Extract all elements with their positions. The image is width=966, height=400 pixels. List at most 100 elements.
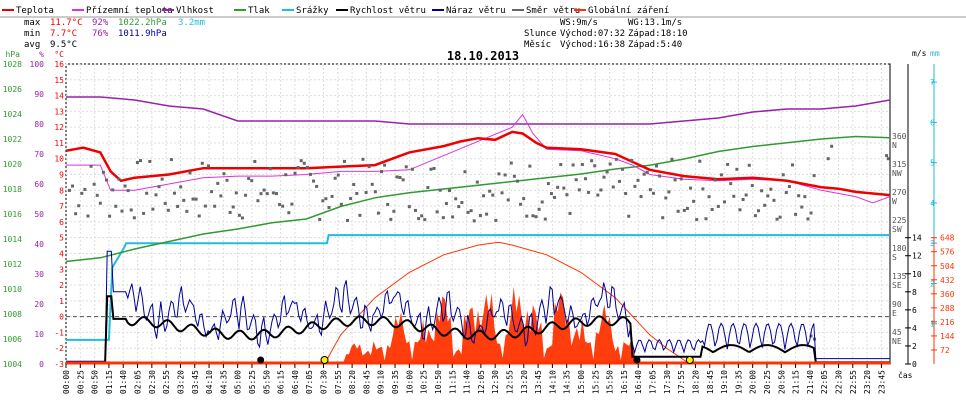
wind-dir-point: [577, 188, 581, 192]
x-tick-label: 12:55: [505, 370, 514, 394]
hpa-tick: 1028: [3, 60, 22, 69]
rad-tick: 216: [940, 318, 955, 327]
temp-tick: 16: [54, 60, 64, 69]
legend-label: Globální záření: [588, 6, 669, 16]
wind-dir-point: [658, 174, 662, 178]
pct-tick: 90: [34, 90, 44, 99]
stat-min-hum: 76%: [92, 29, 109, 39]
wind-dir-point: [101, 170, 105, 174]
x-tick-label: 01:40: [119, 370, 128, 394]
wind-dir-point: [420, 214, 424, 218]
x-tick-label: 23:45: [877, 370, 886, 394]
series-radiation-area: [340, 286, 636, 364]
x-tick-label: 09:35: [391, 370, 400, 394]
wind-dir-point: [179, 185, 183, 189]
x-axis: 00:00 00:25 00:50 01:15 01:40 02:05 02:30 02:55…: [62, 364, 913, 394]
wind-dir-point: [800, 205, 804, 209]
temp-tick: -2: [54, 344, 64, 353]
x-tick-label: 12:30: [491, 370, 500, 394]
pct-tick: 20: [34, 300, 44, 309]
mm-tick: 7: [930, 78, 935, 87]
wind-dir-point: [506, 198, 510, 202]
wind-dir-point: [645, 170, 649, 174]
temp-tick: 14: [54, 92, 64, 101]
x-tick-label: 03:20: [176, 370, 185, 394]
moon-rise: Východ:16:38: [560, 40, 625, 50]
wind-dir-point: [735, 167, 739, 171]
pct-tick: 0: [39, 360, 44, 369]
mm-tick: 1: [930, 320, 935, 329]
dir-tick: 90: [892, 300, 902, 309]
x-tick-label: 11:40: [463, 370, 472, 394]
x-tick-label: 20:50: [777, 370, 786, 394]
wind-dir-point: [885, 154, 889, 158]
series-wind-gust: [66, 250, 890, 362]
wind-dir-point: [95, 193, 99, 197]
wind-dir-point: [784, 191, 788, 195]
hpa-tick: 1022: [3, 135, 22, 144]
wind-dir-point: [729, 182, 733, 186]
pct-tick: 50: [34, 210, 44, 219]
stat-min-label: min: [24, 29, 40, 39]
pct-tick: 100: [30, 60, 45, 69]
wind-dir-point: [491, 193, 495, 197]
wind-dir-point: [389, 217, 393, 221]
temp-tick: 11: [54, 139, 64, 148]
wind-dir-point: [726, 162, 730, 166]
dir-tick-name: NE: [892, 337, 902, 346]
x-tick-label: 11:15: [448, 370, 457, 394]
legend: Teplota Přízemní teplota Vlhkost Tlak Srážky…: [0, 6, 966, 18]
wind-dir-point: [281, 204, 285, 208]
wind-dir-point: [228, 210, 232, 214]
wind-dir-point: [234, 191, 238, 195]
wind-dir-point: [716, 204, 720, 208]
wind-dir-point: [287, 211, 291, 215]
wind-dir-point: [71, 184, 75, 188]
wind-dir-point: [169, 158, 173, 162]
wind-dir-point: [593, 164, 597, 168]
wind-dir-point: [787, 184, 791, 188]
wind-dir-point: [435, 210, 439, 214]
wind-dir-point: [105, 178, 109, 182]
wind-dir-point: [191, 197, 195, 201]
wind-dir-point: [395, 175, 399, 179]
wind-dir-point: [444, 202, 448, 206]
x-tick-label: 13:20: [520, 370, 529, 394]
wind-dir-point: [333, 176, 337, 180]
wind-dir-point: [250, 179, 254, 183]
wind-dir-point: [231, 205, 235, 209]
rad-tick: 504: [940, 262, 955, 271]
x-tick-label: 22:30: [835, 370, 844, 394]
wind-dir-point: [519, 202, 523, 206]
wind-dir-point: [200, 161, 204, 165]
wind-dir-point: [89, 164, 93, 168]
wind-dir-point: [830, 144, 834, 148]
wind-dir-point: [500, 191, 504, 195]
wind-dir-point: [763, 203, 767, 207]
wind-dir-point: [698, 159, 702, 163]
wind-dir-point: [166, 208, 170, 212]
series-radiation-curve: [324, 241, 691, 365]
sunrise-marker: [320, 356, 329, 364]
wind-dir-point: [481, 194, 485, 198]
wind-dir-point: [809, 334, 813, 338]
temp-tick: 3: [59, 265, 64, 274]
wind-dir-point: [216, 181, 220, 185]
wind-dir-point: [358, 213, 362, 217]
dir-tick-name: S: [892, 253, 897, 262]
wind-dir-point: [139, 159, 143, 163]
wind-dir-point: [463, 170, 467, 174]
wind-dir-point: [305, 165, 309, 169]
wind-dir-point: [583, 177, 587, 181]
wind-dir-point: [812, 174, 816, 178]
temp-tick: 7: [59, 202, 64, 211]
wind-dir-point: [605, 170, 609, 174]
temp-tick: 0: [59, 313, 64, 322]
wind-dir-point: [534, 215, 538, 219]
dir-tick: 45: [892, 328, 902, 337]
wind-dir-point: [611, 185, 615, 189]
x-axis-label: čas: [898, 370, 913, 380]
wind-dir-point: [441, 216, 445, 220]
wind-dir-point: [704, 217, 708, 221]
wind-dir-point: [92, 182, 96, 186]
